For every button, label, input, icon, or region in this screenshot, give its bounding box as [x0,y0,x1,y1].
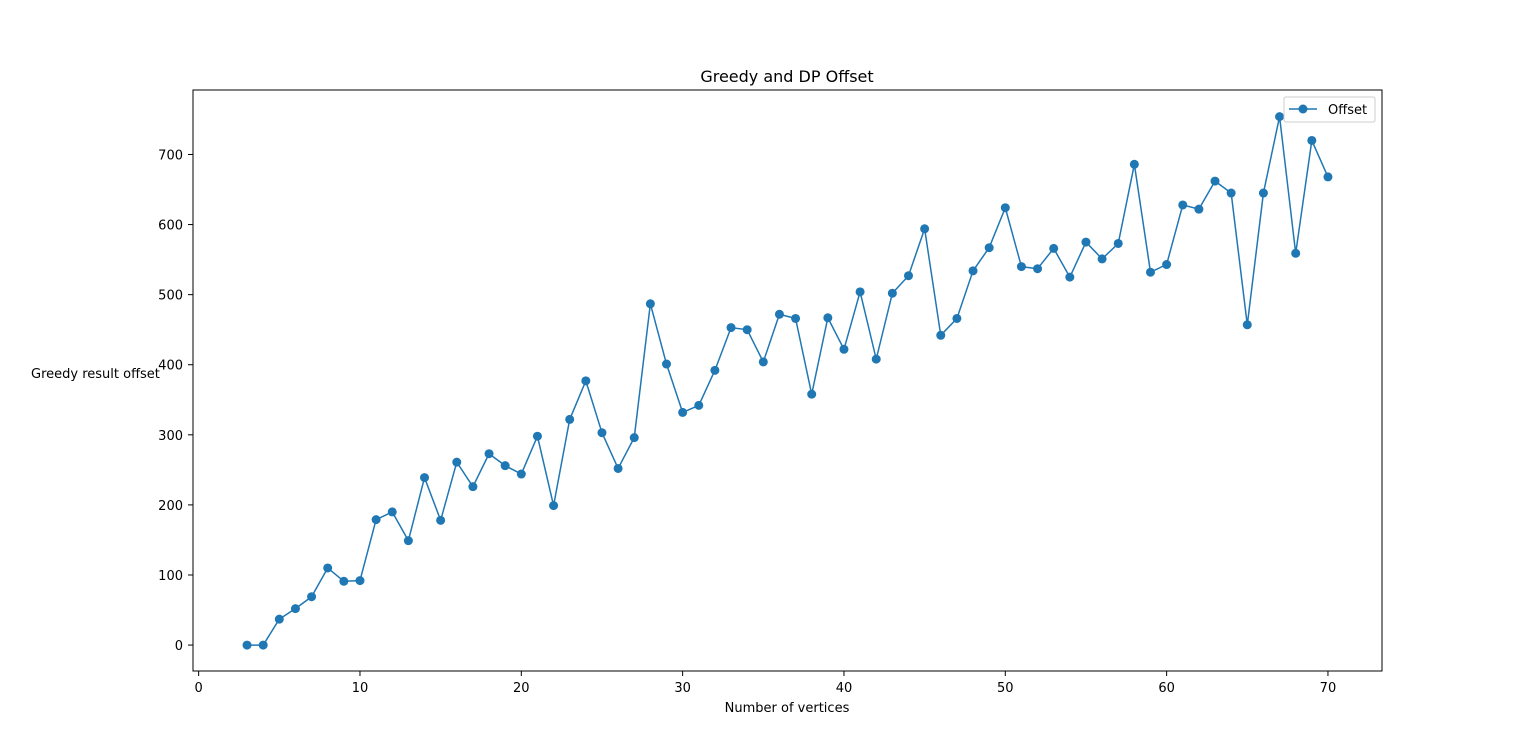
legend: Offset [1283,96,1376,123]
data-point [1113,238,1123,248]
y-tick-label: 300 [158,429,183,444]
x-tick-label: 50 [997,681,1014,696]
data-point [1194,204,1204,214]
x-tick-label: 10 [352,681,369,696]
data-point [629,433,639,443]
data-point [258,640,268,650]
data-point [839,344,849,354]
x-axis: 0 10 20 30 40 50 60 70 [195,671,1337,696]
y-axis-label: Greedy result offset [31,367,160,382]
data-point [290,604,300,614]
data-point [1210,176,1220,186]
data-point [1258,188,1268,198]
data-point [581,376,591,386]
data-point [1129,159,1139,169]
x-axis-label: Number of vertices [725,701,850,716]
data-point [758,357,768,367]
data-point [436,515,446,525]
legend-series-marker [1298,104,1308,114]
x-tick-label: 40 [836,681,853,696]
data-point [387,507,397,517]
y-tick-label: 200 [158,499,183,514]
data-point [984,243,994,253]
x-tick-label: 60 [1158,681,1175,696]
data-point [565,414,575,424]
data-point [791,313,801,323]
data-point [710,365,720,375]
data-point [1275,112,1285,122]
data-point [678,407,688,417]
data-point [823,313,833,323]
legend-box [1283,96,1376,123]
chart-title: Greedy and DP Offset [700,67,873,86]
data-point [484,449,494,459]
plot-area-frame [192,89,1383,672]
y-tick-label: 0 [175,639,183,654]
data-point [1307,135,1317,145]
data-point [403,536,413,546]
data-point [1291,248,1301,258]
data-point [274,614,284,624]
series-line-offset [247,115,1329,646]
y-tick-label: 700 [158,148,183,163]
data-point [1097,254,1107,264]
data-point [742,325,752,335]
x-tick-label: 0 [195,681,203,696]
data-point [952,313,962,323]
data-point [1162,260,1172,270]
data-point [420,473,430,483]
data-point [1323,172,1333,182]
data-point [516,469,526,479]
data-point [904,271,913,281]
data-point [1049,243,1059,253]
y-tick-label: 600 [158,219,183,234]
data-point [1016,262,1026,272]
data-point [613,463,623,473]
data-point [468,482,478,492]
x-tick-label: 20 [513,681,530,696]
data-point [694,400,704,410]
data-point [774,309,784,319]
data-point [339,576,349,586]
y-axis: 0 100 200 300 400 500 600 700 [158,148,193,654]
data-point [871,354,881,364]
x-tick-label: 30 [674,681,691,696]
data-point [371,515,381,525]
data-point [242,640,252,650]
data-point [597,428,607,438]
data-point [307,592,317,602]
data-point [532,431,542,441]
data-point [726,323,736,333]
data-point [1178,200,1188,210]
y-tick-label: 500 [158,289,183,304]
data-point [1081,237,1091,247]
data-point [662,359,671,369]
data-point [1033,264,1043,274]
data-point [645,299,655,309]
data-point [549,501,559,511]
data-point [807,389,817,399]
data-point [855,287,865,297]
data-point [452,457,462,467]
data-point [936,330,946,340]
y-tick-label: 400 [158,359,183,374]
data-point [500,461,510,471]
data-point [355,576,365,586]
data-point [920,224,930,234]
data-point [968,266,978,276]
data-point [1000,203,1010,213]
data-point [1242,320,1252,330]
data-layer [242,112,1333,650]
data-point [1145,267,1155,277]
data-point [1226,188,1236,198]
data-point [323,563,333,573]
data-point [887,288,897,298]
data-point [1065,272,1075,282]
x-tick-label: 70 [1320,681,1337,696]
legend-series-label: Offset [1328,103,1367,118]
y-tick-label: 100 [158,569,183,584]
